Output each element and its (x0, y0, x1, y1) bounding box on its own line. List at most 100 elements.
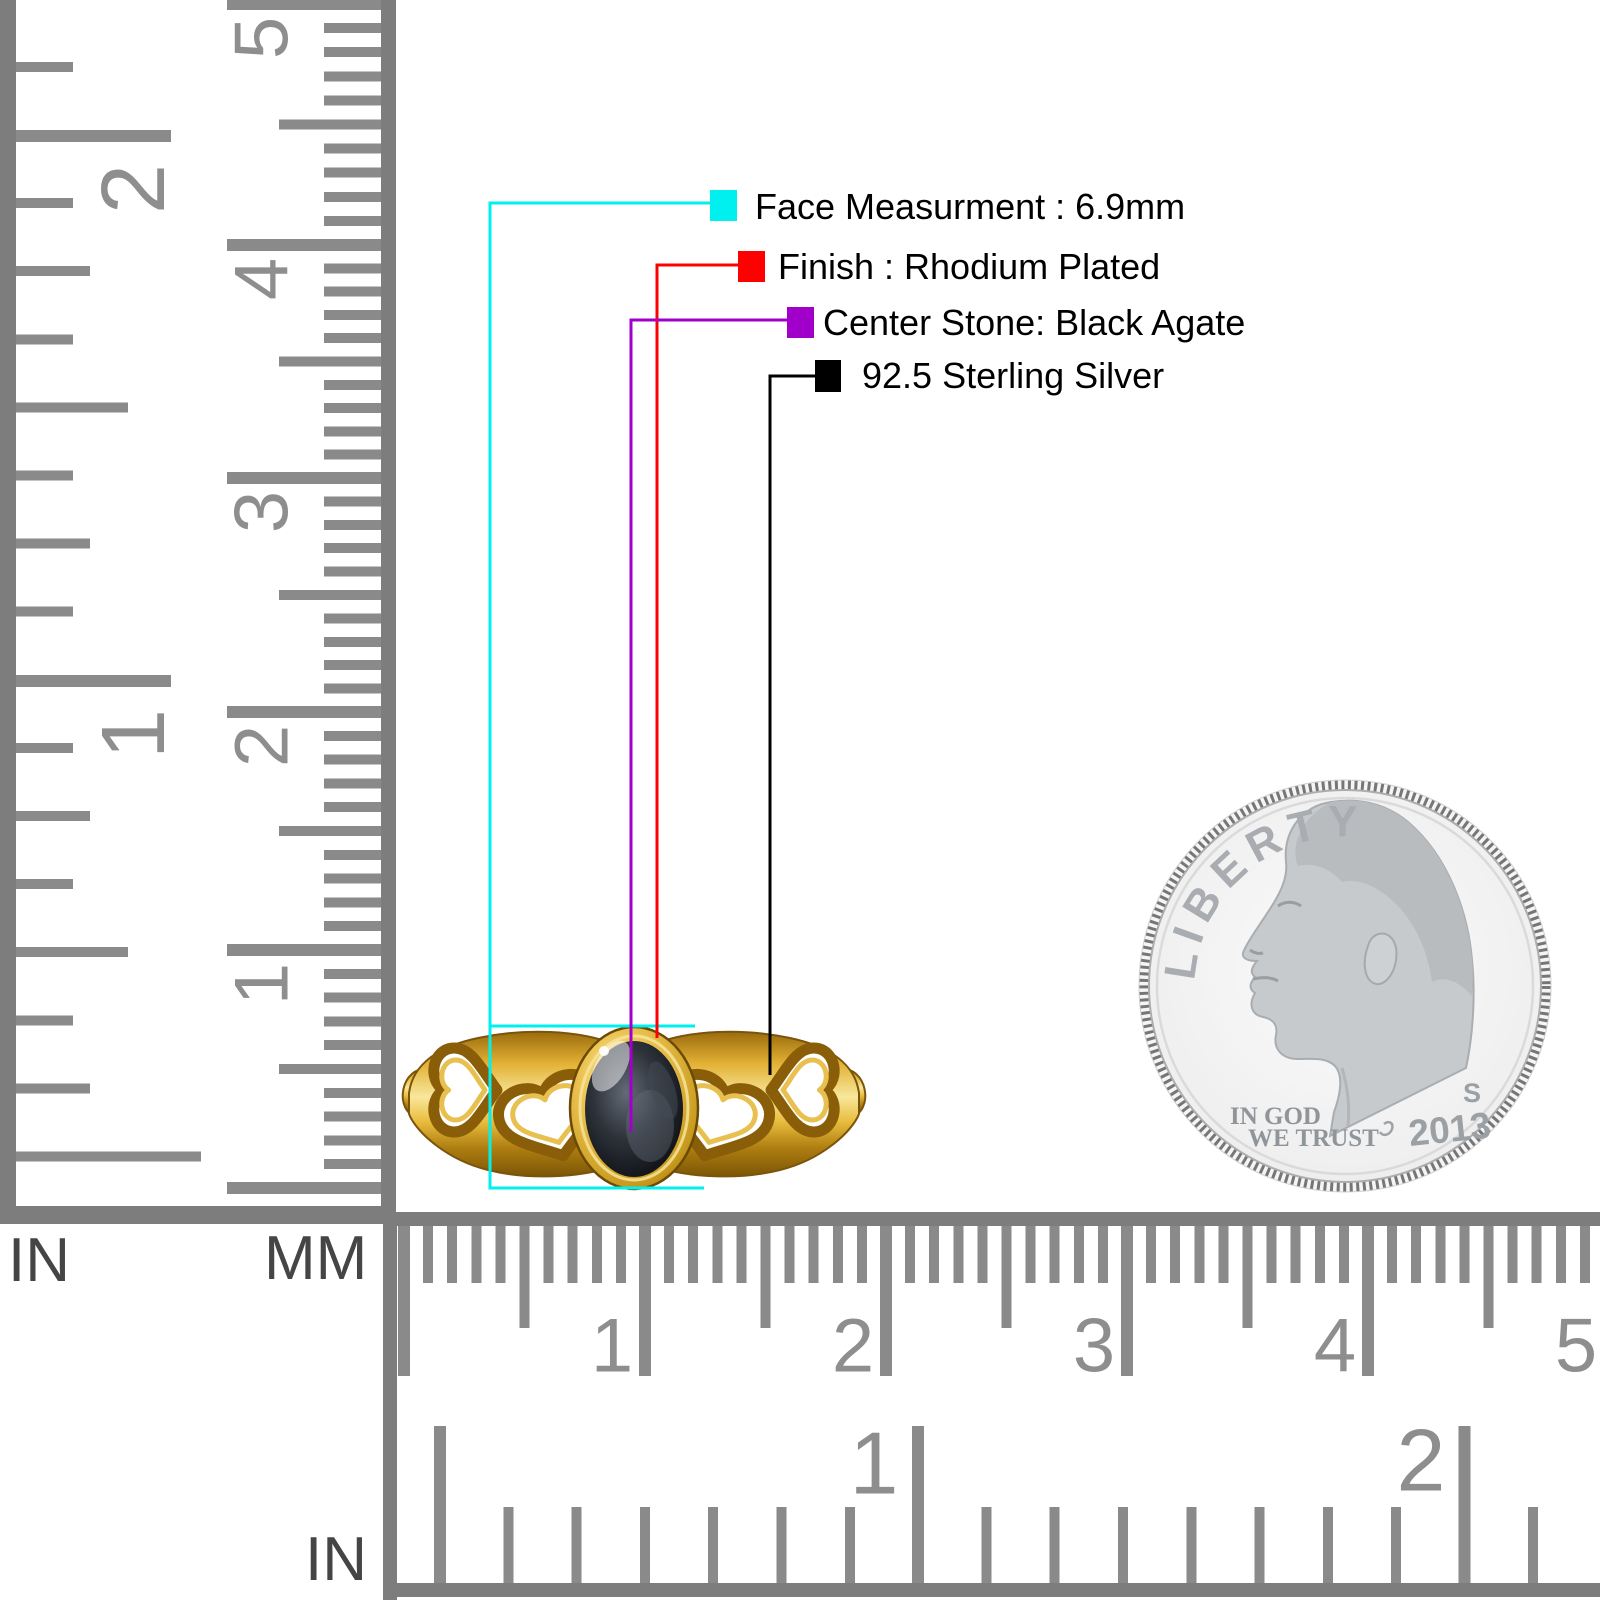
left-ruler-mm-tick (324, 730, 381, 741)
bottom-ruler-cm-major-tick (639, 1226, 651, 1376)
left-ruler-mm-tick (324, 1016, 381, 1027)
portrait-neck-shadow (1340, 1067, 1351, 1127)
left-ruler-mm-tick (324, 1087, 381, 1098)
bottom-ruler-mm-tick (591, 1226, 602, 1283)
bottom-ruler-inch-tick (844, 1507, 855, 1583)
bottom-ruler-mm-tick (1555, 1226, 1566, 1283)
bottom-ruler-cm-number: 4 (1314, 1304, 1356, 1389)
bottom-ruler-cm-number: 1 (591, 1304, 633, 1389)
bottom-ruler-inch-number: 2 (1397, 1411, 1446, 1510)
portrait-ear (1363, 932, 1398, 986)
bottom-ruler-inch-tick (1254, 1507, 1265, 1583)
label-finish: Finish : Rhodium Plated (778, 246, 1160, 287)
swatch-finish (738, 251, 765, 282)
bottom-ruler-mm-tick (1387, 1226, 1398, 1283)
bottom-ruler-mm-tick (1242, 1226, 1253, 1328)
left-ruler-inch-tick (16, 742, 73, 753)
bottom-ruler-mm-tick (1411, 1226, 1422, 1283)
bottom-ruler-top-edge (383, 1212, 1600, 1226)
bottom-ruler-mm-tick (1338, 1226, 1349, 1283)
left-ruler-cm-number: 2 (220, 725, 305, 767)
left-ruler-mm-tick (324, 309, 381, 320)
annotation-labels: Face Measurment : 6.9mm Finish : Rhodium… (755, 186, 1245, 396)
left-ruler-mm-tick (324, 873, 381, 884)
bottom-ruler-left-edge (383, 1212, 397, 1600)
left-ruler-cm-major-tick (227, 472, 381, 484)
left-ruler-inch-number: 1 (84, 709, 184, 759)
left-ruler-inch-tick (16, 811, 90, 821)
left-ruler-mm-tick (324, 1040, 381, 1051)
designer-initials-mark (1378, 1120, 1394, 1137)
bottom-ruler-mm-tick (1290, 1226, 1301, 1283)
label-silver: 92.5 Sterling Silver (862, 355, 1164, 396)
bottom-ruler-mm-tick (1146, 1226, 1157, 1283)
bottom-ruler-mm-tick (567, 1226, 578, 1283)
bottom-ruler-mm-tick (1049, 1226, 1060, 1283)
bottom-ruler-cm-number: 3 (1073, 1304, 1115, 1389)
left-ruler-cm-major-tick (227, 239, 381, 251)
bottom-ruler-mm-tick (1266, 1226, 1277, 1283)
bottom-ruler-mm-tick (1073, 1226, 1084, 1283)
bottom-ruler-cm-number: 2 (832, 1304, 874, 1389)
bottom-ruler-cm-major-tick (880, 1226, 892, 1376)
left-ruler-mm-tick (324, 660, 381, 671)
bottom-ruler-mm-tick (1579, 1226, 1590, 1283)
left-ruler-mm-tick (324, 754, 381, 765)
left-ruler-mm-tick (324, 613, 381, 624)
bottom-ruler-inch-tick (912, 1426, 925, 1583)
bottom-ruler-cm-major-tick (1121, 1226, 1133, 1376)
bottom-ruler-mm-tick (1097, 1226, 1108, 1283)
left-ruler-mm-tick (279, 119, 381, 130)
left-ruler-mm-tick (324, 802, 381, 813)
coin-mint-mark: S (1463, 1078, 1481, 1108)
left-ruler-mm-tick (324, 921, 381, 932)
left-ruler-mm-tick (324, 566, 381, 577)
left-ruler-cm-major-tick (227, 944, 381, 956)
bottom-ruler-mm-tick (1025, 1226, 1036, 1283)
callout-line-face-measurement (488, 201, 710, 1190)
bottom-ruler-mm-tick (953, 1226, 964, 1283)
bottom-ruler-cm-major-tick (1362, 1226, 1374, 1376)
left-ruler-inch-tick (16, 266, 90, 277)
portrait-eye (1277, 900, 1302, 908)
left-ruler-inch-tick (16, 674, 171, 687)
stone-reflection (648, 1061, 678, 1119)
left-ruler-mm-tick (279, 356, 381, 367)
left-ruler-inch-tick (16, 334, 73, 345)
coin-motto-line2: WE TRUST (1248, 1125, 1379, 1152)
left-ruler-mm-tick (324, 71, 381, 82)
bottom-ruler-mm-tick (495, 1226, 506, 1283)
stone-sparkle (599, 1046, 609, 1056)
left-ruler-cm-number: 4 (220, 258, 305, 300)
left-ruler-inch-tick (16, 130, 171, 142)
bottom-ruler-bottom-edge (383, 1583, 1600, 1597)
left-ruler-inch-tick (16, 879, 73, 890)
bottom-ruler-inch-tick (571, 1507, 582, 1583)
bottom-ruler-numbers: 1 2 3 4 5 1 2 (591, 1304, 1597, 1513)
bottom-ruler-inch-unit-label: IN (305, 1525, 367, 1594)
left-ruler-mm-tick (324, 95, 381, 106)
swatch-face-measurement (710, 190, 737, 221)
bottom-ruler-mm-tick (760, 1226, 771, 1328)
left-ruler-inch-tick (16, 606, 73, 617)
left-ruler-inch-tick (16, 1083, 90, 1094)
bottom-ruler-inch-tick (981, 1507, 992, 1583)
bottom-ruler: 1 2 3 4 5 1 2 IN (305, 1212, 1600, 1600)
left-ruler-mm-tick (324, 167, 381, 178)
left-ruler-inch-tick (16, 947, 128, 958)
left-ruler-mm-tick (324, 519, 381, 530)
left-ruler-inch-tick (16, 1015, 73, 1026)
left-ruler-inch-number: 2 (84, 164, 184, 214)
bottom-ruler-mm-tick (736, 1226, 747, 1283)
bottom-ruler-mm-tick (712, 1226, 723, 1283)
left-ruler-inch-tick (16, 198, 73, 209)
bottom-ruler-mm-tick (1459, 1226, 1470, 1283)
left-ruler-ticks (16, 0, 381, 1194)
bottom-ruler-mm-tick (832, 1226, 843, 1283)
left-ruler-cm-major-tick (227, 0, 381, 10)
bottom-ruler-mm-tick (447, 1226, 458, 1283)
coin-year: 2013 (1407, 1105, 1493, 1154)
annotation-swatches (710, 190, 841, 392)
bottom-ruler-inch-tick (639, 1507, 650, 1583)
